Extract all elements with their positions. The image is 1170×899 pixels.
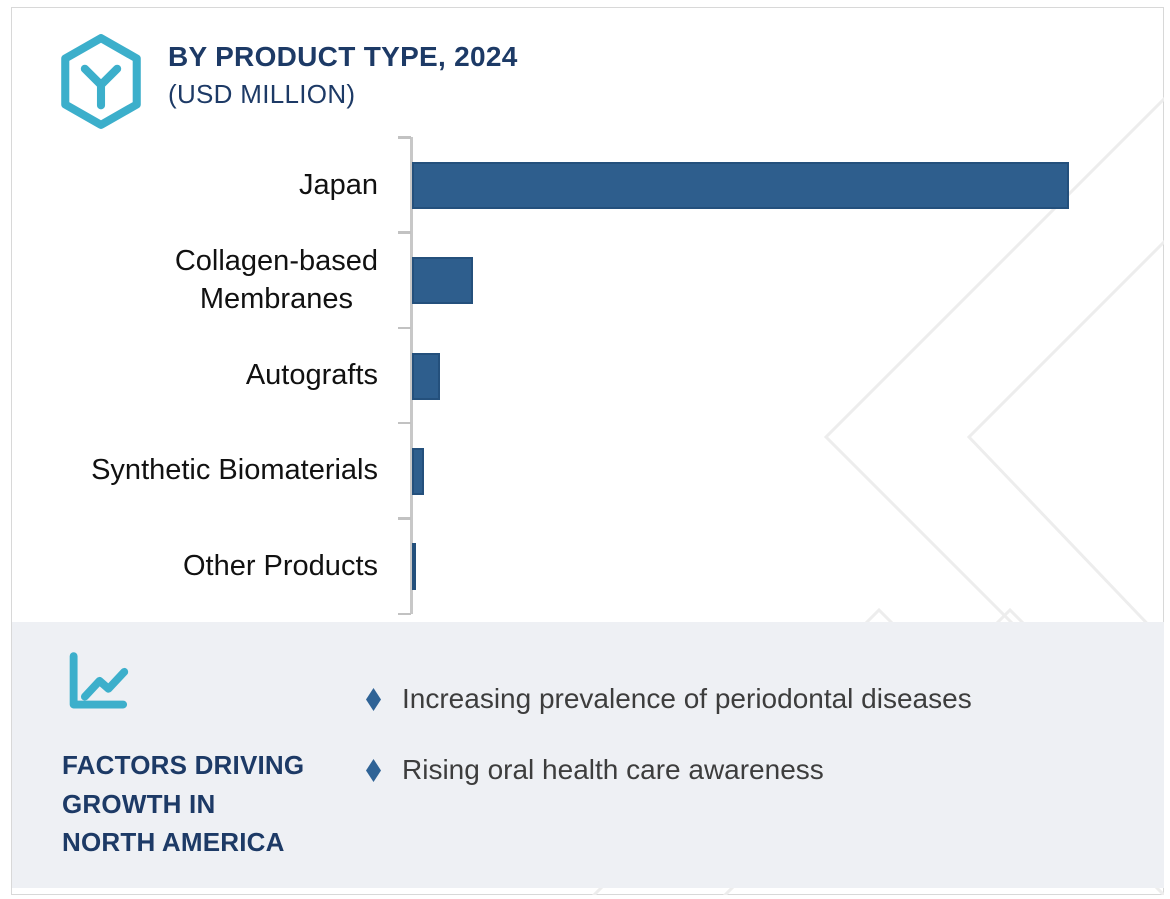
bullet-text: Increasing prevalence of periodontal dis… <box>402 683 972 714</box>
chart-row-autografts: Autografts <box>0 328 1164 423</box>
chart-row-other-products: Other Products <box>0 518 1164 613</box>
bar-collagen-based-membranes <box>412 257 474 305</box>
diamond-bullet-icon <box>366 687 381 711</box>
bullet-item: Increasing prevalence of periodontal dis… <box>366 676 972 722</box>
page-subtitle: (USD MILLION) <box>168 79 356 109</box>
category-label-other-products: Other Products <box>182 549 378 582</box>
axis-tick <box>398 517 411 520</box>
category-label-autografts: Autografts <box>245 359 378 392</box>
bar-chart: Japan Collagen-based Membranes Autografts Sy… <box>0 136 1164 615</box>
axis-tick <box>398 231 411 234</box>
factors-heading-line: FACTORS DRIVING <box>62 750 305 780</box>
factors-bullet-list: Increasing prevalence of periodontal dis… <box>366 676 972 818</box>
bar-japan <box>412 162 1069 210</box>
bar-autografts <box>412 352 441 400</box>
bullet-item: Rising oral health care awareness <box>366 747 972 793</box>
hexagon-y-logo-icon <box>57 33 145 130</box>
axis-tick <box>398 136 411 139</box>
axis-tick <box>398 326 411 330</box>
factors-heading-line: GROWTH IN <box>62 788 216 819</box>
axis-tick <box>398 612 411 615</box>
chart-row-collagen-based-membranes: Collagen-based Membranes <box>0 232 1164 327</box>
bar-other-products <box>412 543 416 591</box>
factors-heading-line: NORTH AMERICA <box>62 827 285 857</box>
bullet-text: Rising oral health care awareness <box>402 754 824 785</box>
axis-tick <box>398 421 411 425</box>
category-label-collagen-based-membranes: Collagen-based Membranes <box>174 244 378 315</box>
category-label-japan: Japan <box>298 168 378 201</box>
page-title: BY PRODUCT TYPE, 2024 <box>168 41 518 72</box>
diamond-bullet-icon <box>366 758 381 782</box>
chart-row-synthetic-biomaterials: Synthetic Biomaterials <box>0 423 1164 518</box>
chart-header: BY PRODUCT TYPE, 2024 (USD MILLION) <box>168 41 518 110</box>
factors-panel: FACTORS DRIVING GROWTH IN NORTH AMERICA … <box>12 622 1164 888</box>
y-axis-line <box>410 137 413 614</box>
category-label-synthetic-biomaterials: Synthetic Biomaterials <box>91 454 378 487</box>
bar-synthetic-biomaterials <box>412 448 424 496</box>
chart-row-japan: Japan <box>0 137 1164 232</box>
factors-heading: FACTORS DRIVING GROWTH IN NORTH AMERICA <box>62 746 304 862</box>
line-chart-icon <box>59 646 131 718</box>
